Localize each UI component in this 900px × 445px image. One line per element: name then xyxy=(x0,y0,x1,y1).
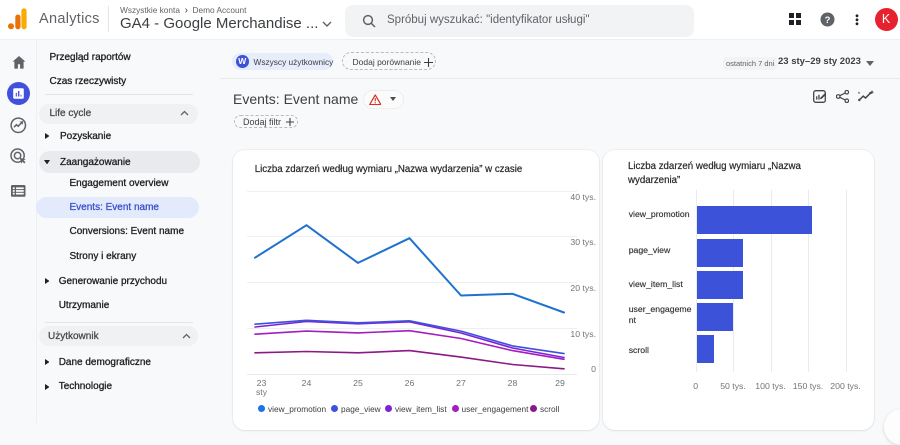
svg-text:?: ? xyxy=(825,15,831,26)
